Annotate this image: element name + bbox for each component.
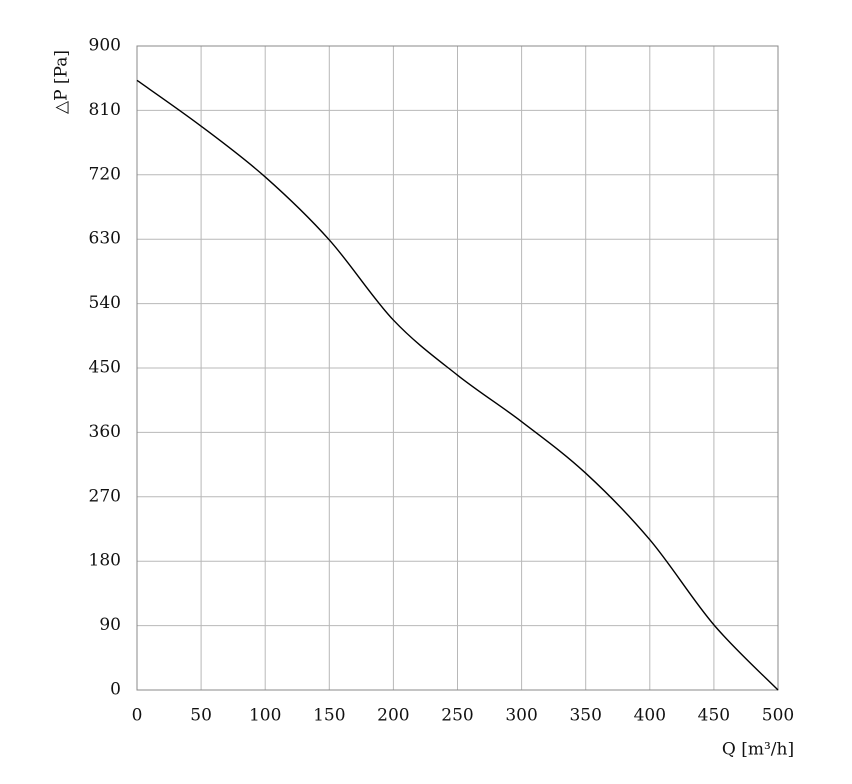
y-tick-label: 540 [89, 293, 121, 313]
y-axis-label: △P [Pa] [52, 50, 72, 114]
x-tick-label: 250 [441, 706, 473, 726]
x-tick-label: 50 [190, 706, 212, 726]
x-tick-label: 500 [762, 706, 794, 726]
x-tick-label: 300 [505, 706, 537, 726]
y-tick-label: 90 [99, 615, 121, 635]
y-tick-label: 810 [89, 100, 121, 120]
y-tick-label: 720 [89, 164, 121, 184]
plot-frame [136, 45, 779, 691]
y-tick-label: 180 [89, 551, 121, 571]
y-tick-label: 0 [110, 680, 121, 700]
x-tick-label: 100 [249, 706, 281, 726]
x-tick-label: 350 [569, 706, 601, 726]
y-tick-label: 900 [89, 36, 121, 56]
y-tick-label: 360 [89, 422, 121, 442]
x-tick-label: 0 [132, 706, 143, 726]
x-tick-label: 450 [698, 706, 730, 726]
y-tick-label: 450 [89, 358, 121, 378]
x-tick-label: 400 [634, 706, 666, 726]
x-axis-label: Q [m³/h] [722, 740, 794, 760]
y-tick-label: 270 [89, 486, 121, 506]
y-tick-label: 630 [89, 229, 121, 249]
x-tick-label: 200 [377, 706, 409, 726]
curve [136, 79, 779, 691]
x-tick-label: 150 [313, 706, 345, 726]
